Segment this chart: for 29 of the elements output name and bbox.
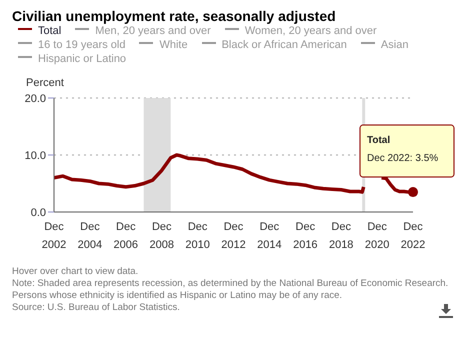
y-tick-label: 20.0 xyxy=(24,92,46,105)
x-tick-label: Dec 2008 xyxy=(149,221,174,251)
legend-label: Total xyxy=(37,24,62,38)
x-tick-label: Dec 2010 xyxy=(185,221,210,251)
legend-label: 16 to 19 years old xyxy=(37,38,126,52)
chart-title: Civilian unemployment rate, seasonally adjusted xyxy=(12,8,337,24)
y-tick-label: 0.0 xyxy=(30,206,46,219)
x-tick-label: Dec 2022 xyxy=(400,221,426,251)
x-tick-label: Dec 2006 xyxy=(114,221,138,251)
legend-label: Women, 20 years and over xyxy=(244,24,377,38)
legend-label: White xyxy=(158,38,188,52)
text: Persons whose ethnicity is identified as Hispanic or Latino may be of any race. xyxy=(12,290,344,302)
y-tick-label: 10.0 xyxy=(24,150,46,162)
y-axis-title: Percent xyxy=(26,77,64,89)
text: Hover over chart to view data. xyxy=(12,266,140,278)
annotation: Total Dec 2022: 3.5% xyxy=(367,135,438,164)
x-tick-label: Dec 2016 xyxy=(293,221,318,251)
legend-label: Men, 20 years and over xyxy=(94,24,211,38)
source-note: Source: U.S. Bureau of Labor Statistics. xyxy=(12,302,181,314)
legend-label: Black or African American xyxy=(220,38,347,52)
x-tick-label: Dec 2002 xyxy=(42,221,66,251)
x-tick-label: Dec 2018 xyxy=(328,221,354,251)
x-tick-label: Dec 2004 xyxy=(78,221,102,251)
x-tick-label: Dec 2020 xyxy=(364,221,390,251)
legend-label: Asian xyxy=(380,38,408,52)
text: Note: Shaded area represents recession, as determined by the National Bureau of Economic Research. xyxy=(12,278,450,290)
legend-label: Hispanic or Latino xyxy=(37,52,126,66)
x-tick-label: Dec 2014 xyxy=(257,221,282,251)
x-tick-label: Dec 2012 xyxy=(221,221,246,251)
